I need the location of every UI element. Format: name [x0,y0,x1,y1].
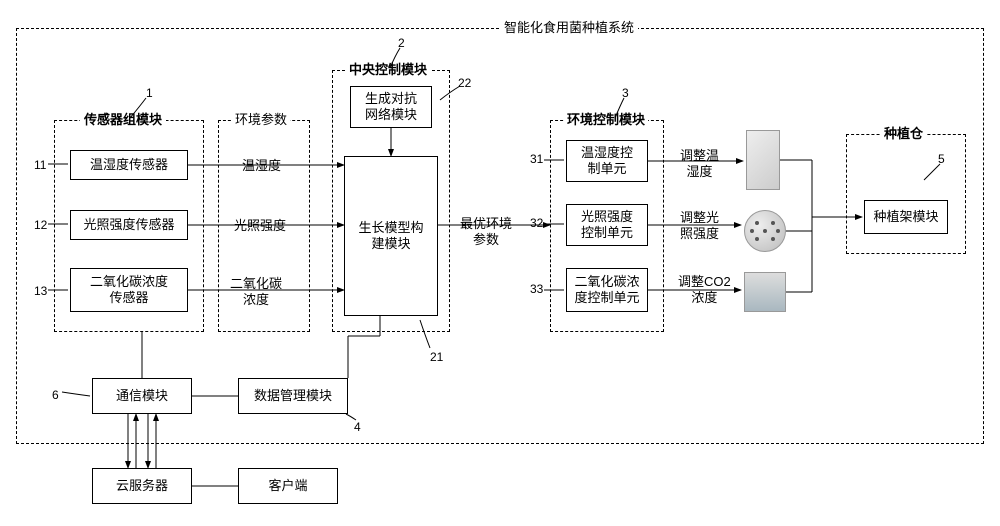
env-unit-1-num: 31 [530,152,543,166]
sensor-group-num: 1 [146,86,153,100]
env-adj-2: 调整光 照强度 [680,210,719,241]
comm-box: 通信模块 [92,378,192,414]
env-unit-2-num: 32 [530,216,543,230]
central-title: 中央控制模块 [346,62,430,78]
output-param: 最优环境 参数 [460,216,512,247]
device-light [744,210,786,252]
system-title: 智能化食用菌种植系统 [500,20,638,36]
data-mgmt-num: 4 [354,420,361,434]
gan-box: 生成对抗 网络模块 [350,86,432,128]
env-ctrl-num: 3 [622,86,629,100]
param-3: 二氧化碳 浓度 [230,276,282,307]
device-co2 [744,272,786,312]
param-1: 温湿度 [242,158,281,174]
comm-num: 6 [52,388,59,402]
sensor-3-num: 13 [34,284,47,298]
sensor-1: 温湿度传感器 [70,150,188,180]
data-mgmt-box: 数据管理模块 [238,378,348,414]
env-adj-3: 调整CO2 浓度 [678,274,731,305]
plant-num: 5 [938,152,945,166]
client-box: 客户端 [238,468,338,504]
sensor-2-num: 12 [34,218,47,232]
growth-num: 21 [430,350,443,364]
plant-rack: 种植架模块 [864,200,948,234]
env-ctrl-title: 环境控制模块 [564,112,648,128]
env-unit-3: 二氧化碳浓 度控制单元 [566,268,648,312]
sensor-3: 二氧化碳浓度 传感器 [70,268,188,312]
sensor-group-title: 传感器组模块 [80,112,166,128]
cloud-box: 云服务器 [92,468,192,504]
env-unit-1: 温湿度控 制单元 [566,140,648,182]
param-2: 光照强度 [234,218,286,234]
gan-num: 22 [458,76,471,90]
plant-block [846,134,966,254]
env-unit-3-num: 33 [530,282,543,296]
env-unit-2: 光照强度 控制单元 [566,204,648,246]
sensor-1-num: 11 [34,158,46,172]
growth-box: 生长模型构 建模块 [344,156,438,316]
env-adj-1: 调整温 湿度 [680,148,719,179]
env-params-title: 环境参数 [232,112,290,128]
plant-title: 种植仓 [880,126,927,142]
device-ac [746,130,780,190]
central-num: 2 [398,36,405,50]
sensor-2: 光照强度传感器 [70,210,188,240]
